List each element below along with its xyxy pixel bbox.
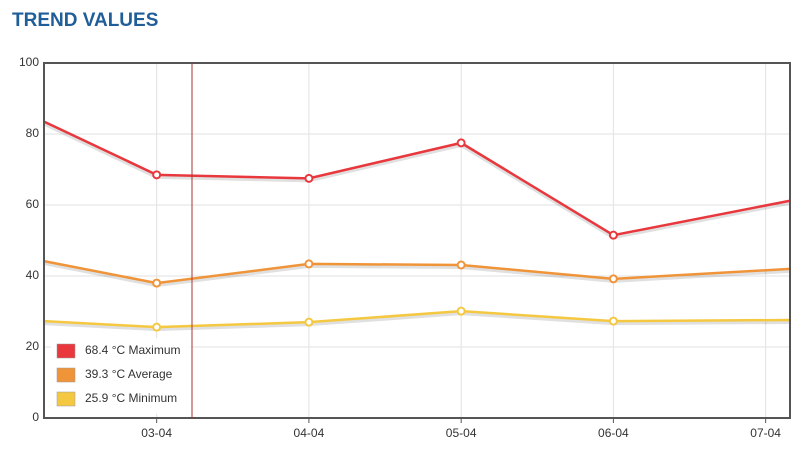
x-tick-label: 03-04: [141, 426, 172, 440]
data-point: [152, 278, 162, 288]
x-tick-label: 05-04: [446, 426, 477, 440]
legend-swatch: [56, 367, 76, 383]
data-point: [456, 260, 466, 270]
data-point: [152, 170, 162, 180]
data-point: [304, 317, 314, 327]
y-tick-label: 20: [26, 339, 40, 353]
series-line: [43, 309, 791, 329]
plot-frame: [43, 62, 791, 419]
data-point: [456, 138, 466, 148]
y-tick-label: 60: [26, 197, 40, 211]
series-shadow: [43, 261, 791, 288]
series-line: [43, 120, 791, 237]
legend-label: 39.3 °C Average: [85, 367, 173, 381]
legend-swatch: [56, 343, 76, 359]
x-tick-label: 04-04: [294, 426, 325, 440]
legend-label: 68.4 °C Maximum: [85, 343, 181, 357]
data-point: [608, 230, 618, 240]
x-tick-label: 07-04: [750, 426, 781, 440]
x-tick-label: 06-04: [598, 426, 629, 440]
data-point: [152, 322, 162, 332]
y-tick-label: 100: [19, 55, 39, 69]
legend-label: 25.9 °C Minimum: [85, 391, 177, 405]
y-tick-label: 0: [32, 410, 39, 424]
series-shadow: [43, 121, 791, 240]
data-point: [456, 306, 466, 316]
legend-swatch: [56, 391, 76, 407]
data-point: [608, 274, 618, 284]
series-line: [43, 259, 791, 285]
legend: 68.4 °C Maximum 39.3 °C Average 25.9 °C Mi…: [51, 338, 191, 414]
y-tick-label: 40: [26, 268, 40, 282]
data-point: [304, 259, 314, 269]
data-point: [608, 316, 618, 326]
data-point: [304, 173, 314, 183]
y-tick-label: 80: [26, 126, 40, 140]
series-shadow: [43, 311, 791, 332]
panel-title: TREND VALUES: [12, 10, 158, 31]
